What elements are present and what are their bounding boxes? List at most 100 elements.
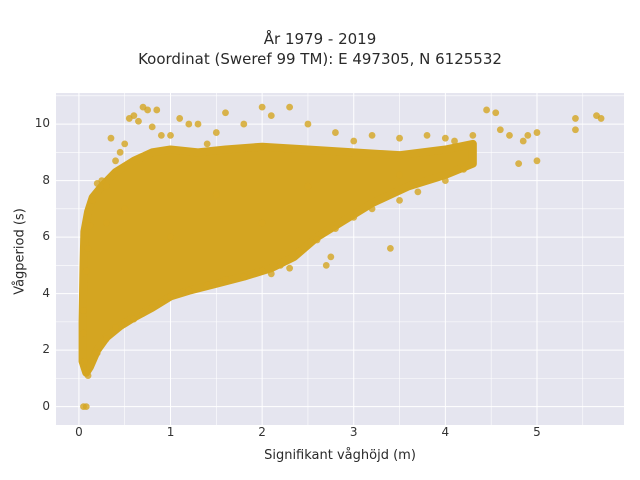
scatter-point [80,307,87,314]
scatter-point [460,165,468,173]
y-tick-label: 6 [42,229,50,244]
dense-point-mass [78,139,477,377]
scatter-point [441,134,449,142]
scatter-point [396,134,403,142]
scatter-point [286,103,294,111]
scatter-point [222,109,229,117]
scatter-point [135,117,142,125]
scatter-point [222,276,229,283]
scatter-point [519,137,527,145]
scatter-point [144,106,152,114]
scatter-point [572,126,579,134]
scatter-point [121,140,129,148]
scatter-point [194,120,202,128]
scatter-point [350,213,358,221]
scatter-point [267,112,275,120]
x-tick-label: 5 [533,425,541,439]
scatter-point [203,281,211,289]
x-tick-label: 0 [75,425,83,439]
scatter-point [533,157,541,165]
x-tick-label: 3 [349,425,358,439]
scatter-density-cloud [78,139,477,377]
scatter-point [167,233,174,241]
scatter-point [258,267,266,275]
scatter-point [304,120,312,128]
chart-subtitle: Koordinat (Sweref 99 TM): E 497305, N 61… [138,50,502,68]
y-axis-label: Vågperiod (s) [12,208,28,295]
scatter-point [86,222,94,230]
scatter-point [533,129,541,136]
scatter-point [112,324,119,331]
x-tick-label: 4 [441,425,450,439]
scatter-point [572,115,579,122]
scatter-point [506,131,513,139]
scatter-point [167,293,174,300]
scatter-point [322,261,330,269]
y-tick-label: 2 [42,342,50,357]
scatter-point [258,103,266,111]
scatter-point [148,123,156,131]
scatter-point [492,109,500,117]
scatter-point [441,177,449,184]
scatter-point [368,205,376,213]
scatter-point [267,270,275,278]
scatter-point [469,131,477,139]
scatter-point [121,205,129,213]
y-tick-label: 10 [34,116,50,131]
y-tick-label: 4 [42,285,50,300]
scatter-point [84,245,92,252]
scatter-point [451,137,458,145]
scatter-point [524,131,532,139]
scatter-point [414,188,422,196]
scatter-point [116,148,124,156]
scatter-point [112,157,119,165]
scatter-point [350,137,358,145]
scatter-point [332,225,339,233]
scatter-point [483,106,490,114]
scatter-point [423,131,431,139]
scatter-point [139,309,147,317]
scatter-point [86,363,94,371]
scatter-point [368,131,376,139]
scatter-point [240,273,248,281]
scatter-point [93,349,101,357]
scatter-point [82,267,90,275]
scatter-point [212,129,220,136]
scatter-point [286,264,294,272]
scatter-point [102,182,110,190]
y-tick-label: 0 [42,398,50,413]
scatter-point [597,115,605,122]
scatter-point [130,315,138,323]
scatter-point [396,171,403,179]
scatter-point [157,131,165,139]
scatter-point [102,335,110,343]
scatter-point [167,131,174,139]
scatter-point [327,253,335,261]
scatter-point [82,403,90,411]
scatter-point [295,247,303,255]
x-axis-label: Signifikant våghöjd (m) [264,448,416,463]
scatter-point [157,298,165,306]
scatter-point [176,115,184,122]
y-tick-label: 8 [42,172,50,187]
scatter-point [121,318,129,326]
scatter-point [396,196,403,204]
x-tick-label: 1 [166,425,175,439]
scatter-point [185,287,193,295]
scatter-point [277,261,284,269]
scatter-point [212,191,220,199]
scatter-point [185,120,193,128]
scatter-point [102,219,110,227]
scatter-points [80,103,605,411]
scatter-point [130,112,138,120]
scatter-point [386,245,394,252]
scatter-point [515,160,523,168]
scatter-point [98,177,106,184]
scatter-point [258,219,266,227]
scatter-point [89,196,97,204]
scatter-point [304,182,312,190]
scatter-point [81,358,88,365]
scatter-point [107,134,115,142]
scatter-point [148,304,156,312]
